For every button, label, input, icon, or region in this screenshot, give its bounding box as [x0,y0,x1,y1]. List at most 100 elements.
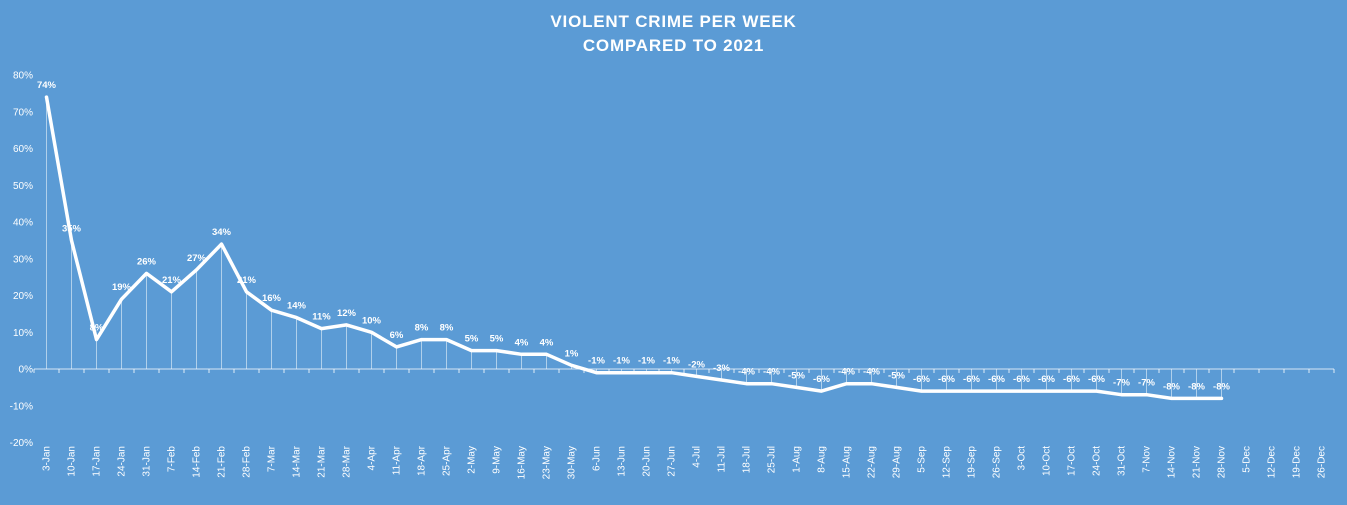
x-tick-label: 21-Nov [1192,446,1203,478]
data-label: -8% [1163,381,1180,392]
x-tick-label: 17-Oct [1067,446,1078,476]
x-tick-label: 19-Dec [1292,446,1303,478]
data-label: 5% [465,334,479,345]
data-label: 16% [262,293,282,304]
data-label: -4% [763,367,780,378]
y-tick-label: -10% [10,401,33,412]
x-tick-label: 10-Jan [67,446,78,477]
data-label: 27% [187,253,207,264]
x-tick-label: 19-Sep [967,446,978,479]
x-tick-label: 27-Jun [667,446,678,477]
x-tick-label: 4-Jul [692,446,703,468]
x-tick-label: 15-Aug [842,446,853,478]
data-label: -7% [1138,378,1155,389]
y-tick-label: 40% [13,218,33,229]
x-tick-label: 31-Jan [142,446,153,477]
data-label: 26% [137,256,157,267]
data-label: 35% [62,223,82,234]
x-tick-label: 25-Apr [442,445,453,476]
y-tick-label: 0% [19,365,34,376]
x-tick-label: 14-Nov [1167,446,1178,478]
data-label: -1% [663,356,680,367]
x-tick-label: 31-Oct [1117,446,1128,476]
x-tick-label: 7-Nov [1142,446,1153,473]
data-label: -4% [863,367,880,378]
x-tick-label: 3-Oct [1017,446,1028,471]
data-label: -8% [1213,381,1230,392]
data-label: 34% [212,227,232,238]
data-label: -1% [588,356,605,367]
data-label: 8% [440,323,454,334]
data-label: -6% [988,374,1005,385]
x-tick-label: 18-Jul [742,446,753,473]
x-tick-label: 10-Oct [1042,446,1053,476]
data-label: 4% [515,337,529,348]
x-tick-label: 16-May [517,446,528,479]
data-label: -5% [888,370,905,381]
data-label: 8% [90,323,104,334]
y-tick-label: 70% [13,107,33,118]
y-tick-label: 30% [13,254,33,265]
x-tick-label: 17-Jan [92,446,103,477]
x-tick-label: 26-Sep [992,446,1003,479]
x-tick-label: 28-Feb [242,446,253,478]
x-tick-label: 14-Mar [292,445,303,477]
data-label: -6% [913,374,930,385]
x-tick-label: 28-Mar [342,445,353,477]
data-label: -7% [1113,378,1130,389]
x-tick-label: 7-Feb [167,446,178,473]
x-tick-label: 9-May [492,446,503,474]
x-tick-label: 12-Sep [942,446,953,479]
data-label: 4% [540,337,554,348]
x-tick-label: 30-May [567,446,578,479]
data-label: -5% [788,370,805,381]
data-label: -1% [638,356,655,367]
data-label: 11% [312,312,331,323]
x-tick-label: 29-Aug [892,446,903,478]
y-tick-label: 80% [13,71,33,82]
data-label: -6% [938,374,955,385]
data-label: 5% [490,334,504,345]
data-label: -1% [613,356,630,367]
x-tick-label: 11-Apr [392,445,403,475]
x-tick-label: 5-Sep [917,446,928,473]
x-tick-label: 3-Jan [42,446,53,471]
chart-title: VIOLENT CRIME PER WEEK [550,12,797,31]
x-tick-label: 21-Mar [317,445,328,477]
x-tick-label: 1-Aug [792,446,803,473]
data-label: 19% [112,282,132,293]
x-tick-label: 23-May [542,446,553,479]
data-label: 12% [337,308,357,319]
data-label: 21% [237,275,257,286]
x-tick-label: 14-Feb [192,446,203,478]
x-tick-label: 5-Dec [1242,446,1253,473]
chart-subtitle: COMPARED TO 2021 [582,36,765,55]
data-label: -6% [1088,374,1105,385]
data-label: -6% [963,374,980,385]
x-tick-label: 6-Jun [592,446,603,471]
data-label: -4% [738,367,755,378]
x-tick-label: 18-Apr [417,445,428,476]
data-label: 14% [287,301,307,312]
x-tick-label: 26-Dec [1317,446,1328,478]
data-label: 21% [162,275,182,286]
data-label: 74% [37,80,57,91]
data-label: -6% [1038,374,1055,385]
x-tick-label: 24-Oct [1092,446,1103,476]
y-tick-label: -20% [10,438,33,449]
y-tick-label: 10% [13,328,33,339]
x-tick-label: 24-Jan [117,446,128,477]
y-tick-label: 60% [13,144,33,155]
data-label: -4% [838,367,855,378]
x-tick-label: 25-Jul [767,446,778,473]
data-label: 1% [565,348,579,359]
data-label: -8% [1188,381,1205,392]
x-tick-label: 21-Feb [217,446,228,478]
y-tick-label: 50% [13,181,33,192]
x-tick-label: 11-Jul [717,446,728,473]
x-tick-label: 22-Aug [867,446,878,478]
data-label: -3% [713,363,730,374]
x-tick-label: 28-Nov [1217,446,1228,478]
